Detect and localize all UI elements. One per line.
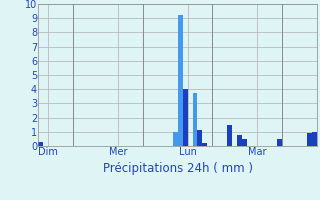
Bar [242,139,247,146]
Bar [38,142,44,146]
Bar [237,135,242,146]
Bar [307,133,312,146]
Bar [277,139,282,146]
Bar [197,130,203,146]
Bar [178,15,183,146]
Bar [183,89,188,146]
Bar [227,125,232,146]
X-axis label: Précipitations 24h ( mm ): Précipitations 24h ( mm ) [103,162,252,175]
Bar [203,143,207,146]
Bar [193,93,197,146]
Bar [172,132,178,146]
Bar [312,132,317,146]
